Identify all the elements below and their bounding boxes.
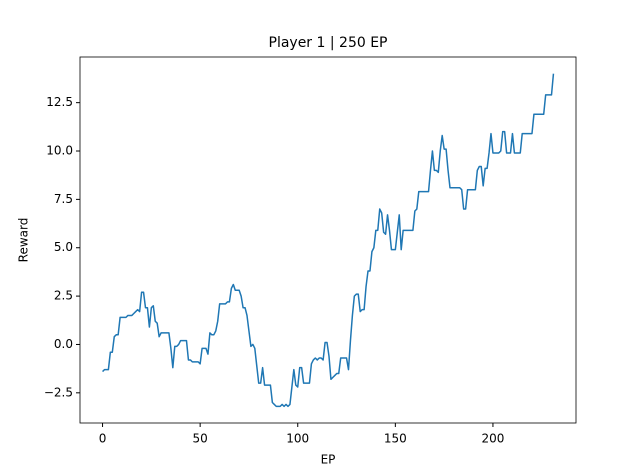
y-axis-label: Reward bbox=[17, 218, 31, 263]
x-tick-label: 50 bbox=[193, 432, 208, 446]
x-tick-label: 0 bbox=[99, 432, 107, 446]
y-tick-label: 10.0 bbox=[46, 144, 73, 158]
x-tick-label: 100 bbox=[286, 432, 309, 446]
line-series bbox=[102, 73, 555, 408]
y-tick-label: 2.5 bbox=[54, 289, 73, 303]
y-tick-label: 0.0 bbox=[54, 337, 73, 351]
y-tick-label: 5.0 bbox=[54, 240, 73, 254]
x-tick-label: 200 bbox=[481, 432, 504, 446]
y-tick-label: 7.5 bbox=[54, 192, 73, 206]
x-axis-label: EP bbox=[321, 453, 336, 467]
plot-frame bbox=[79, 56, 577, 424]
chart-title: Player 1 | 250 EP bbox=[269, 35, 388, 51]
y-tick-label: 12.5 bbox=[46, 95, 73, 109]
x-tick-label: 150 bbox=[384, 432, 407, 446]
y-tick-label: −2.5 bbox=[44, 385, 73, 399]
